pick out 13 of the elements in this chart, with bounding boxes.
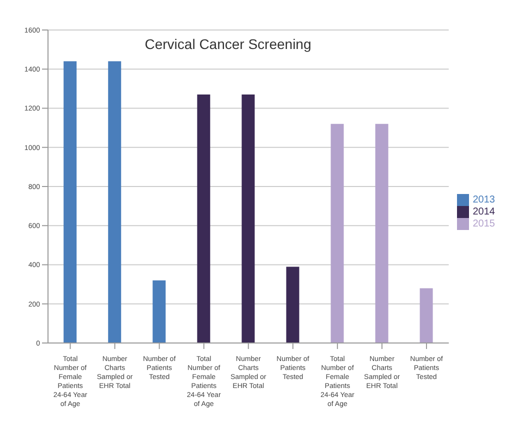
legend-label: 2015 bbox=[472, 218, 495, 230]
bar bbox=[420, 288, 433, 343]
bar bbox=[197, 94, 210, 343]
bar bbox=[375, 124, 388, 343]
bar bbox=[330, 124, 344, 343]
legend-label: 2014 bbox=[472, 206, 495, 218]
chart-title: Cervical Cancer Screening bbox=[144, 36, 312, 52]
bar bbox=[108, 61, 122, 343]
bar bbox=[64, 61, 77, 343]
bar bbox=[152, 280, 166, 343]
bar bbox=[286, 266, 300, 343]
legend-label: 2013 bbox=[472, 194, 495, 206]
bar bbox=[242, 94, 255, 343]
